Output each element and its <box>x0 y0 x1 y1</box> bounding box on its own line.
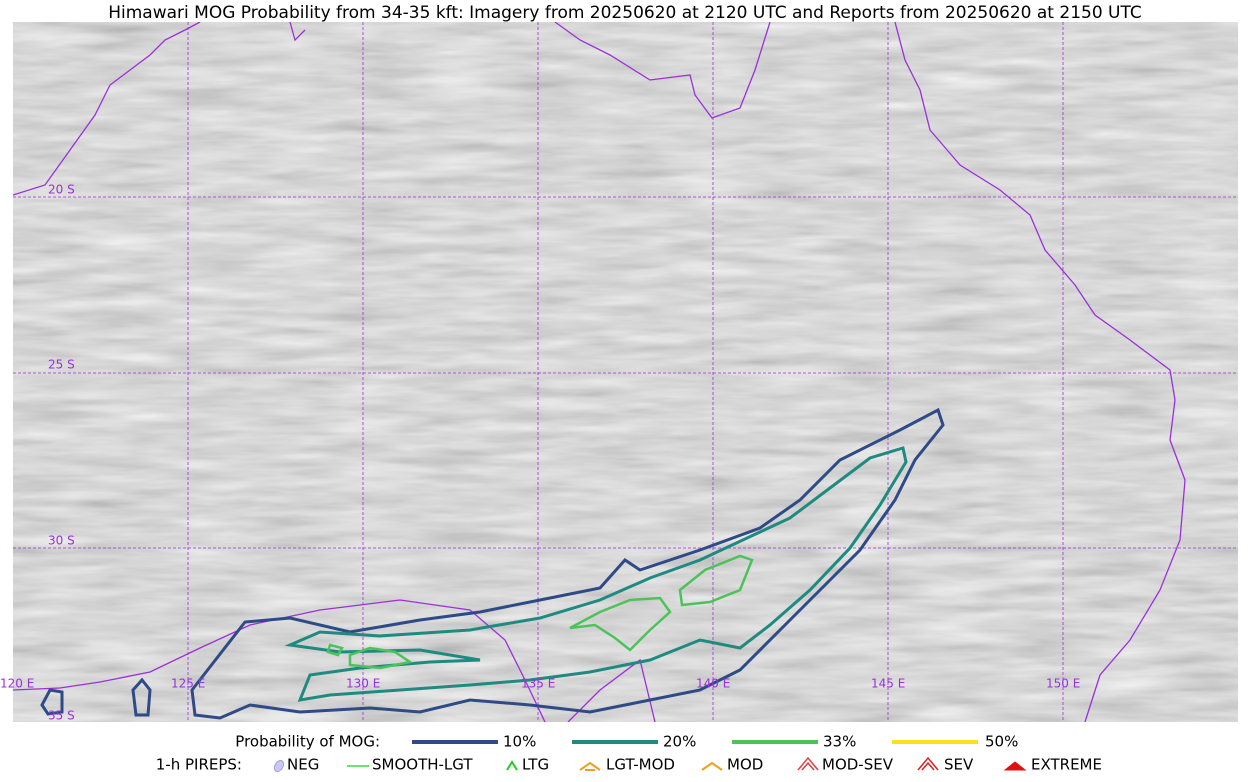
gridlines <box>13 22 1238 722</box>
lat-label: 35 S <box>48 709 75 723</box>
map <box>13 22 1238 722</box>
lon-label: 140 E <box>696 677 730 691</box>
lon-label: 120 E <box>0 677 34 691</box>
lat-label: 20 S <box>48 183 75 197</box>
ltg-symbol <box>506 760 518 771</box>
probability-contours <box>40 407 945 720</box>
legend-label: 33% <box>823 733 856 751</box>
imagery-texture <box>13 22 1238 722</box>
lon-label: 150 E <box>1046 677 1080 691</box>
legend-label: MOD <box>727 756 763 774</box>
legend-label: MOD-SEV <box>822 756 894 774</box>
legend-label: 10% <box>503 733 536 751</box>
legend-label: 50% <box>985 733 1018 751</box>
legend-title: Probability of MOG: <box>235 733 380 751</box>
lon-label: 125 E <box>171 677 205 691</box>
sev-symbol <box>917 756 939 771</box>
lon-label: 145 E <box>871 677 905 691</box>
legend-label: 20% <box>663 733 696 751</box>
mod-symbol <box>701 761 723 771</box>
lgt-mod-symbol <box>579 761 601 771</box>
neg-symbol <box>273 759 285 773</box>
legend-label: EXTREME <box>1031 756 1102 774</box>
title: Himawari MOG Probability from 34-35 kft:… <box>108 3 1142 23</box>
extreme-symbol <box>1003 761 1027 771</box>
legend-label: SMOOTH-LGT <box>372 756 473 774</box>
lon-label: 130 E <box>346 677 380 691</box>
lat-label: 30 S <box>48 534 75 548</box>
probability-legend: Probability of MOG: 10% 20% 33% 50% <box>235 733 1018 751</box>
legend-label: LTG <box>522 756 549 774</box>
legend-label: NEG <box>287 756 319 774</box>
legend-title: 1-h PIREPS: <box>156 756 242 774</box>
pirep-legend: 1-h PIREPS: NEG SMOOTH-LGT LTG LGT-MOD M… <box>156 756 1102 774</box>
lon-label: 135 E <box>521 677 555 691</box>
legend-label: LGT-MOD <box>606 756 675 774</box>
lat-label: 25 S <box>48 358 75 372</box>
legend-label: SEV <box>944 756 974 774</box>
grid-labels: 20 S 25 S 30 S 35 S 120 E 125 E 130 E 13… <box>0 183 1080 723</box>
mod-sev-symbol <box>797 756 819 771</box>
